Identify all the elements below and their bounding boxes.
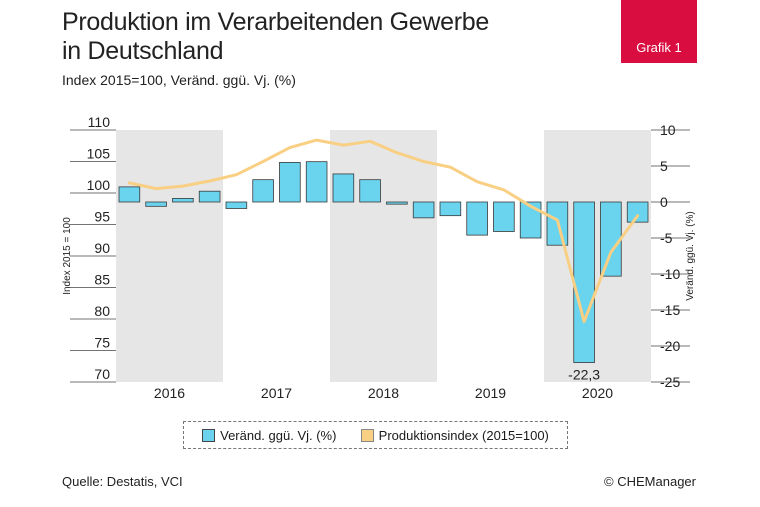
year-label-2020: 2020 [582, 385, 613, 401]
bar-2018-Q1 [332, 173, 355, 203]
left-tick-label: 90 [94, 240, 110, 256]
right-tick-label: -15 [660, 302, 680, 318]
line-point-2017-Q1 [235, 173, 238, 176]
line-point-2018-Q3 [395, 151, 399, 154]
year-label-2016: 2016 [154, 385, 185, 401]
bar-2020-Q4 [626, 201, 649, 223]
year-label-2018: 2018 [368, 385, 399, 401]
right-tick-label: 0 [660, 194, 668, 210]
right-tick-label: -5 [660, 230, 673, 246]
left-tick-label: 95 [94, 209, 110, 225]
line-point-2018-Q4 [422, 160, 425, 163]
line-point-2018-Q2 [368, 140, 372, 143]
left-tick-label: 80 [94, 303, 110, 319]
right-tick-label: 10 [660, 122, 676, 138]
line-point-2016-Q3 [181, 184, 185, 188]
grafik-badge: Grafik 1 [621, 0, 697, 63]
line-point-2019-Q2 [475, 180, 479, 183]
chart-legend: Veränd. ggü. Vj. (%) Produktionsindex (2… [183, 421, 568, 449]
legend-bar-label: Veränd. ggü. Vj. (%) [220, 427, 337, 443]
line-point-2016-Q2 [154, 187, 158, 190]
line-point-2017-Q4 [315, 138, 318, 142]
line-point-2018-Q1 [342, 143, 345, 147]
year-shade-2016 [116, 130, 223, 382]
year-shade-2020 [544, 130, 651, 382]
line-point-2019-Q3 [502, 188, 506, 192]
chart-subtitle: Index 2015=100, Veränd. ggü. Vj. (%) [62, 72, 296, 88]
bar-2020-Q2 [573, 201, 595, 363]
title-line-1: Produktion im Verarbeitenden Gewerbe [62, 8, 489, 36]
legend-item-line: Produktionsindex (2015=100) [360, 427, 549, 443]
left-tick-label: 70 [94, 366, 110, 382]
year-shade-2018 [330, 130, 437, 382]
bar-2017-Q4 [305, 161, 328, 203]
chart-title: Produktion im Verarbeitenden Gewerbe in … [62, 8, 489, 66]
legend-line-swatch [360, 428, 374, 442]
legend-line-label: Produktionsindex (2015=100) [378, 427, 549, 443]
line-point-2020-Q3 [609, 251, 613, 254]
right-tick-label: -10 [660, 266, 680, 282]
bar-2018-Q2 [359, 179, 381, 203]
bar-2019-Q4 [519, 201, 542, 239]
left-tick-label: 75 [94, 335, 110, 351]
left-axis-title: Index 2015 = 100 [62, 217, 73, 295]
bar-2016-Q2 [145, 201, 167, 207]
bar-2018-Q4 [412, 201, 435, 219]
left-tick-label: 105 [87, 146, 111, 162]
line-point-2019-Q4 [529, 205, 532, 208]
bar-2016-Q1 [118, 186, 141, 203]
right-axis-title: Veränd. ggü. Vj. (%) [685, 211, 696, 301]
right-tick-label: -20 [660, 338, 680, 354]
bar-2019-Q1 [439, 201, 462, 217]
left-tick-label: 110 [88, 114, 111, 130]
right-tick-label: 5 [660, 158, 668, 174]
legend-item-bars: Veränd. ggü. Vj. (%) [202, 428, 336, 443]
legend-bar-swatch [202, 428, 216, 442]
production-index-line [127, 138, 640, 323]
bar-2016-Q3 [172, 197, 194, 203]
bar-2019-Q2 [466, 201, 488, 236]
line-point-2019-Q1 [449, 165, 452, 169]
min-value-label: -22,3 [568, 367, 600, 383]
line-point-2016-Q1 [128, 181, 131, 185]
bar-2018-Q3 [386, 201, 408, 205]
bar-2020-Q3 [600, 201, 622, 277]
bar-2017-Q1 [225, 201, 248, 209]
bar-2017-Q2 [252, 179, 274, 203]
copyright-note: © CHEManager [604, 474, 696, 489]
line-point-2017-Q3 [288, 146, 292, 149]
year-label-2017: 2017 [261, 385, 292, 401]
left-tick-label: 85 [94, 272, 110, 288]
title-line-2: in Deutschland [62, 37, 224, 65]
bar-2016-Q4 [198, 190, 221, 203]
line-point-2016-Q4 [208, 179, 211, 183]
source-note: Quelle: Destatis, VCI [62, 474, 183, 489]
line-point-2020-Q1 [556, 218, 559, 222]
line-point-2020-Q4 [636, 214, 639, 217]
line-point-2020-Q2 [582, 320, 586, 323]
line-point-2017-Q2 [261, 160, 265, 163]
badge-label: Grafik 1 [636, 40, 682, 55]
right-tick-label: -25 [660, 374, 680, 390]
left-tick-label: 100 [87, 177, 111, 193]
bar-2017-Q3 [279, 161, 301, 203]
bar-2019-Q3 [493, 201, 515, 232]
year-label-2019: 2019 [475, 385, 506, 401]
